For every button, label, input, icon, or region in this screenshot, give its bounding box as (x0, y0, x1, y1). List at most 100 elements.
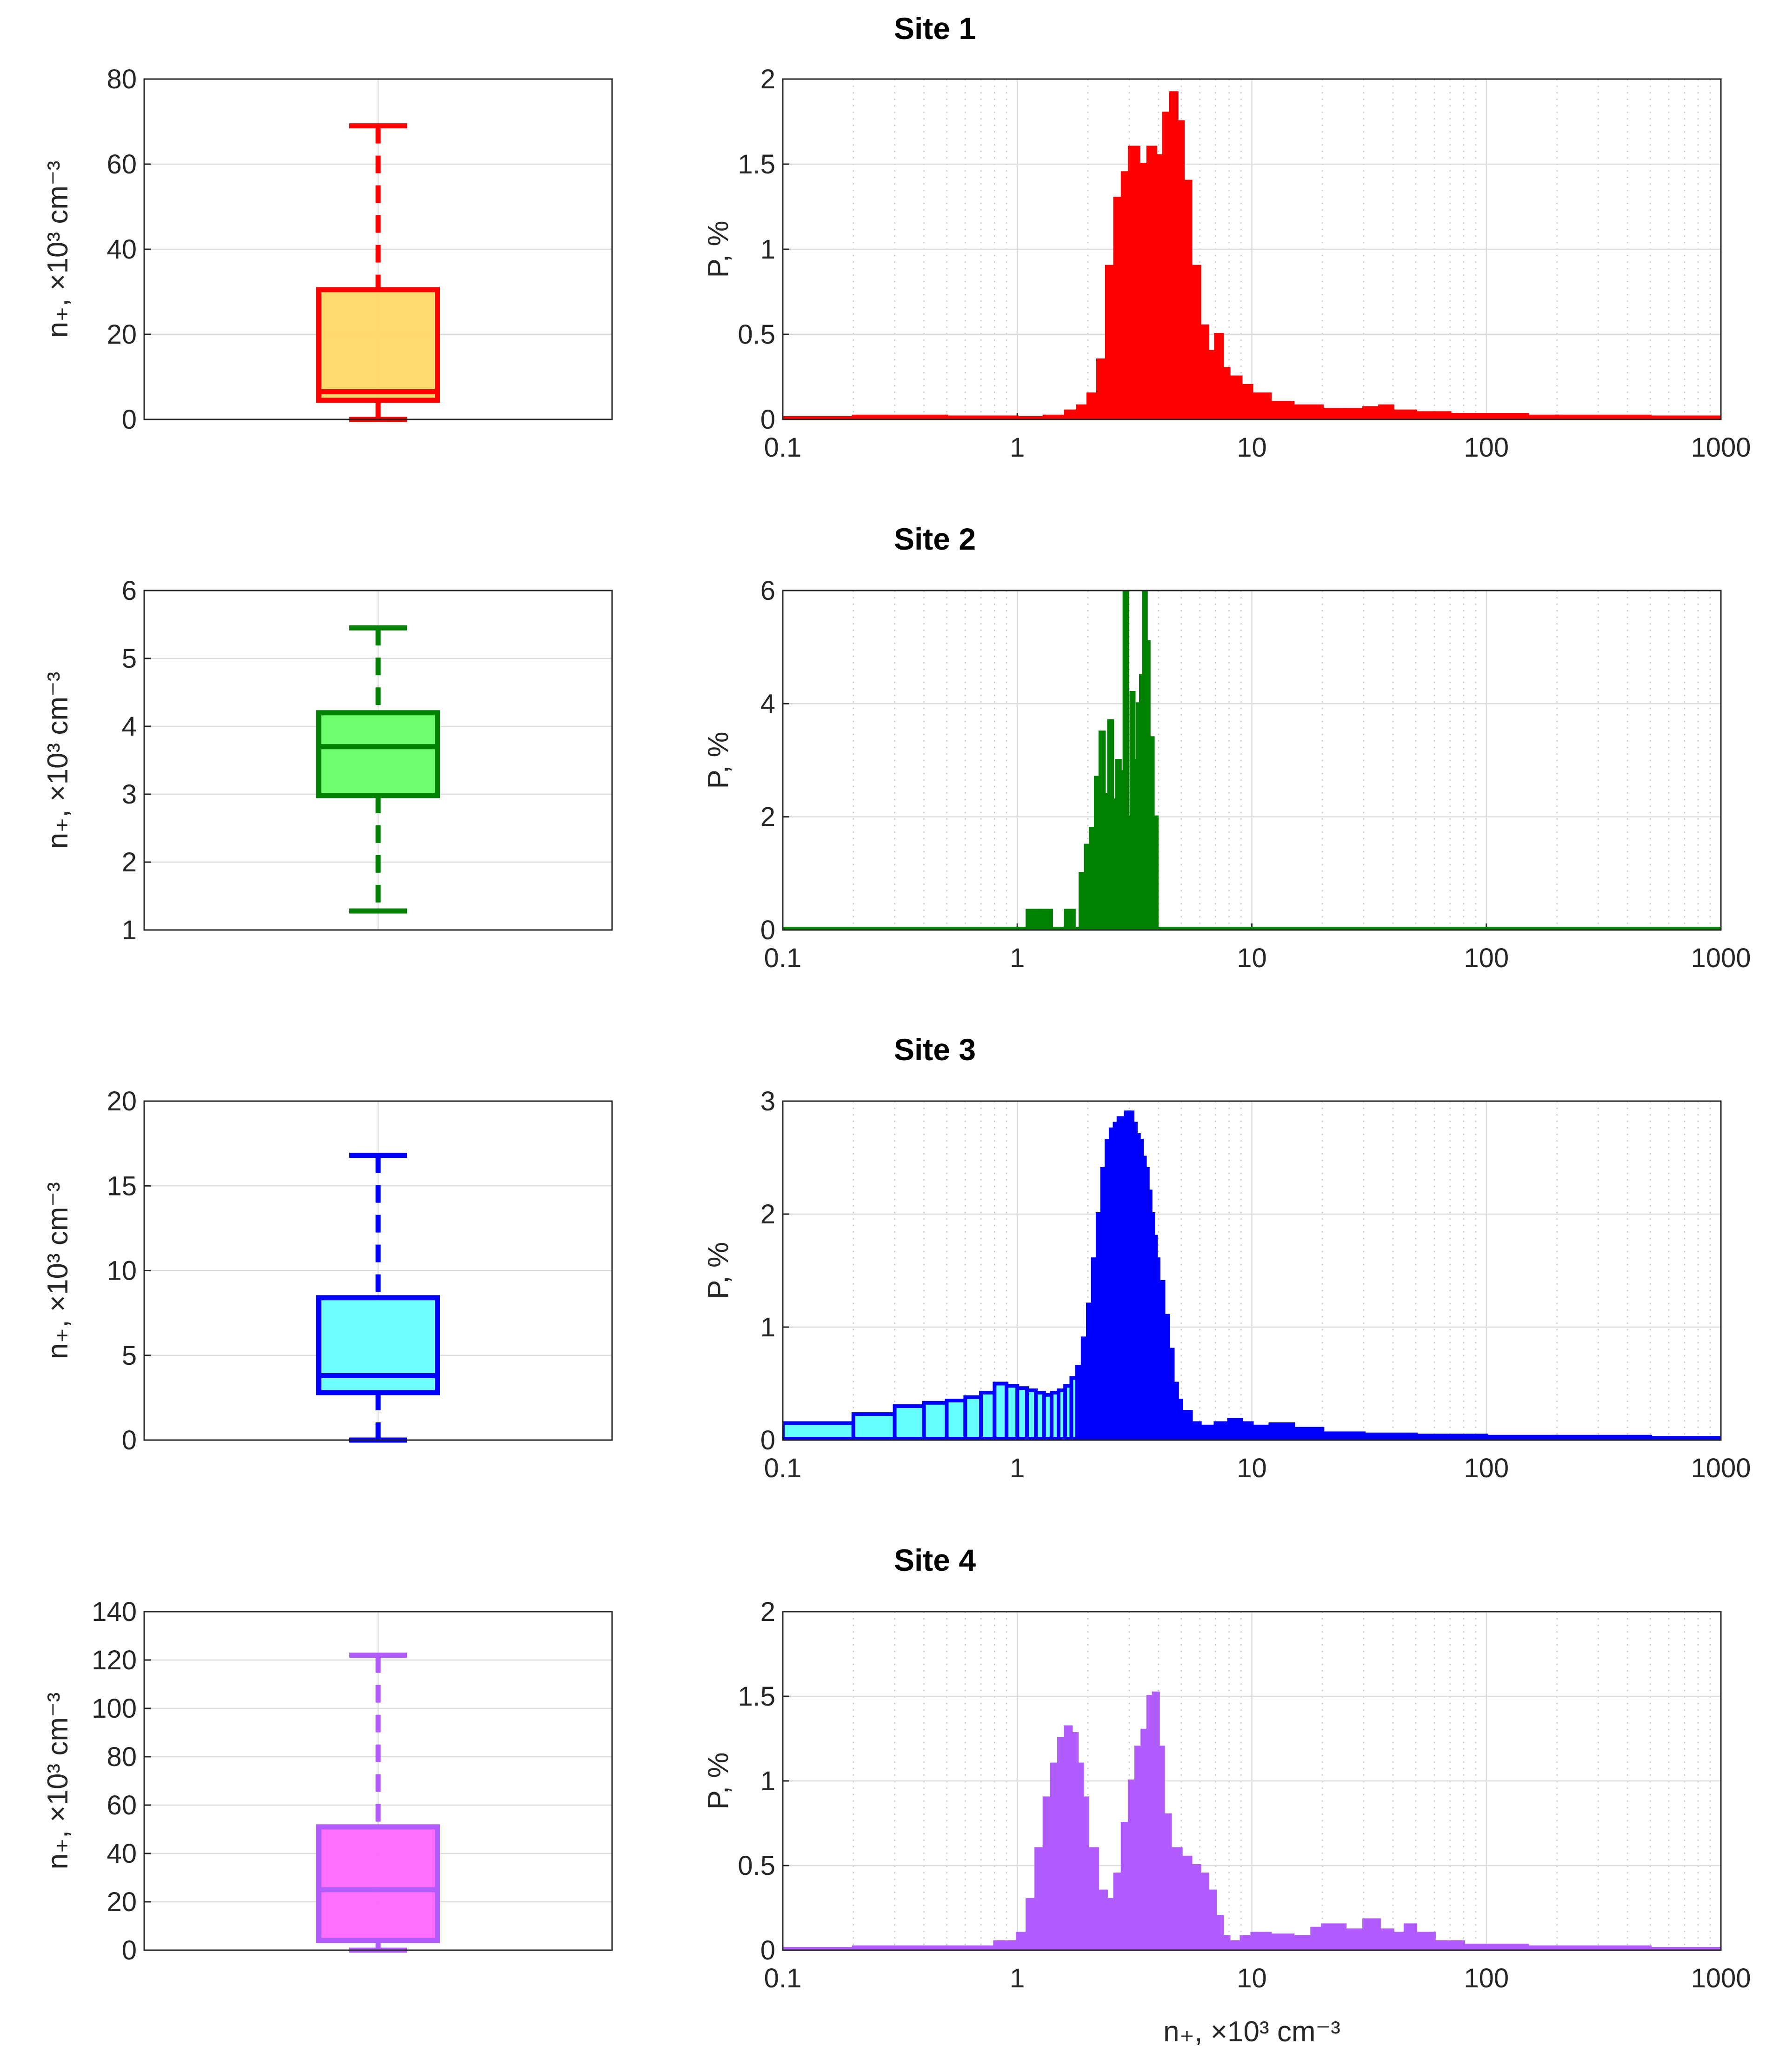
histogram-site-3: 0.1 1 10 100 1000 0 1 2 3 Site 3 P, % (702, 1032, 1751, 1483)
hist-xtick-label: 10 (1237, 1963, 1267, 1993)
box-axes-frame (143, 78, 613, 420)
hist-bar (922, 1401, 949, 1440)
box-ytick-label: 20 (107, 1887, 137, 1917)
hist-bar (1403, 1923, 1417, 1950)
box-ytick-label: 60 (107, 1790, 137, 1820)
hist-ytick-label: 1.5 (738, 1681, 775, 1712)
hist-xtick-label: 1 (1010, 1453, 1025, 1483)
hist-xtick-label: 1000 (1691, 943, 1751, 973)
hist-xlabel: n₊, ×10³ cm⁻³ (1163, 2016, 1340, 2048)
hist-bar (1086, 392, 1099, 419)
boxplot-site-1: 0 20 40 60 80 n₊, ×10³ cm⁻³ (42, 64, 613, 435)
boxplot-site-3: 0 5 10 15 20 n₊, ×10³ cm⁻³ (42, 1086, 613, 1455)
hist-xtick-label: 100 (1464, 943, 1509, 973)
box-ytick-label: 10 (107, 1256, 137, 1286)
box-ytick-label: 20 (107, 319, 137, 350)
hist-axes-frame (782, 78, 1722, 420)
boxplot-site-4: 0 20 40 60 80 100 120 140 n₊, ×10³ cm⁻³ (42, 1597, 613, 1966)
box-axes-frame (143, 1611, 613, 1951)
hist-axes-frame (782, 1100, 1722, 1441)
hist-xtick-label: 1 (1010, 943, 1025, 973)
hist-xtick-label: 0.1 (764, 943, 802, 973)
box-ylabel: n₊, ×10³ cm⁻³ (42, 1182, 74, 1359)
iqr-box (316, 1824, 440, 1943)
box-ytick-label: 0 (122, 1425, 137, 1455)
hist-ytick-label: 2 (760, 1199, 775, 1229)
hist-ytick-label: 2 (760, 802, 775, 832)
hist-bar (1310, 1926, 1324, 1950)
hist-xtick-label: 1 (1010, 432, 1025, 463)
hist-ytick-label: 0.5 (738, 1851, 775, 1881)
hist-ytick-label: 0.5 (738, 319, 775, 350)
hist-title: Site 2 (894, 522, 976, 556)
hist-xtick-label: 100 (1464, 432, 1509, 463)
box-ytick-label: 5 (122, 1341, 137, 1371)
hist-axes-frame (782, 590, 1722, 931)
iqr-box (316, 1295, 440, 1395)
hist-bar (1152, 815, 1159, 930)
hist-bar (1214, 1915, 1224, 1950)
hist-bar (1127, 146, 1140, 419)
box-ytick-label: 140 (92, 1597, 137, 1627)
hist-xtick-label: 1000 (1691, 1963, 1751, 1993)
box-ytick-label: 0 (122, 405, 137, 435)
hist-xtick-label: 0.1 (764, 1453, 802, 1483)
hist-ytick-label: 1 (760, 1766, 775, 1796)
hist-title: Site 3 (894, 1032, 976, 1067)
box-ytick-label: 0 (122, 1935, 137, 1966)
hist-ytick-label: 1 (760, 234, 775, 265)
box-ylabel: n₊, ×10³ cm⁻³ (42, 161, 74, 338)
histogram-site-4: 0.1 1 10 100 1000 0 0.5 1 1.5 2 Site 4 P, % n₊, ×10³… (702, 1543, 1751, 2048)
hist-ylabel: P, % (702, 732, 734, 789)
histogram-site-2: 0.1 1 10 100 1000 0 2 4 6 Site 2 P, % (702, 522, 1751, 973)
box-ytick-label: 15 (107, 1171, 137, 1201)
box-axes-frame (143, 590, 613, 931)
hist-ytick-label: 0 (760, 1425, 775, 1455)
hist-xtick-label: 100 (1464, 1963, 1509, 1993)
box-ytick-label: 2 (122, 847, 137, 877)
hist-bar (1180, 1855, 1193, 1950)
box-ytick-label: 1 (122, 915, 137, 945)
hist-ytick-label: 0 (760, 1935, 775, 1966)
iqr-box (316, 287, 440, 403)
hist-xtick-label: 100 (1464, 1453, 1509, 1483)
hist-ytick-label: 1 (760, 1312, 775, 1342)
hist-bar (1321, 1923, 1347, 1950)
box-ytick-label: 20 (107, 1086, 137, 1116)
hist-bars (783, 1110, 1721, 1440)
box-ytick-label: 80 (107, 1742, 137, 1772)
hist-axes-frame (782, 1611, 1722, 1951)
hist-ytick-label: 2 (760, 64, 775, 94)
hist-bar (893, 1404, 926, 1440)
box-ytick-label: 40 (107, 234, 137, 265)
hist-ytick-label: 3 (760, 1086, 775, 1116)
hist-ytick-label: 0 (760, 915, 775, 945)
hist-xtick-label: 1000 (1691, 432, 1751, 463)
hist-bar (1122, 591, 1129, 930)
hist-bar (979, 1390, 997, 1440)
hist-xtick-label: 1000 (1691, 1453, 1751, 1483)
box-ylabel: n₊, ×10³ cm⁻³ (42, 1693, 74, 1870)
hist-bar (1169, 1847, 1183, 1950)
box-ylabel: n₊, ×10³ cm⁻³ (42, 672, 74, 849)
hist-xtick-label: 10 (1237, 943, 1267, 973)
hist-bar (1250, 392, 1272, 419)
iqr-box (316, 710, 440, 798)
box-ytick-label: 60 (107, 149, 137, 179)
hist-ytick-label: 2 (760, 1597, 775, 1627)
box-ytick-label: 4 (122, 711, 137, 742)
histogram-site-1: 0.1 1 10 100 1000 0 0.5 1 1.5 2 Site 1 P, % (702, 11, 1751, 463)
hist-bar (963, 1395, 983, 1440)
box-ytick-label: 80 (107, 64, 137, 94)
hist-ytick-label: 6 (760, 576, 775, 606)
hist-xtick-label: 0.1 (764, 432, 802, 463)
hist-xtick-label: 0.1 (764, 1963, 802, 1993)
box-ytick-label: 3 (122, 779, 137, 810)
hist-xtick-label: 10 (1237, 432, 1267, 463)
hist-bar (1240, 384, 1253, 419)
hist-bar (945, 1398, 967, 1440)
box-axes-frame (143, 1100, 613, 1441)
hist-bar (1086, 1847, 1099, 1950)
hist-bar (1227, 375, 1243, 419)
